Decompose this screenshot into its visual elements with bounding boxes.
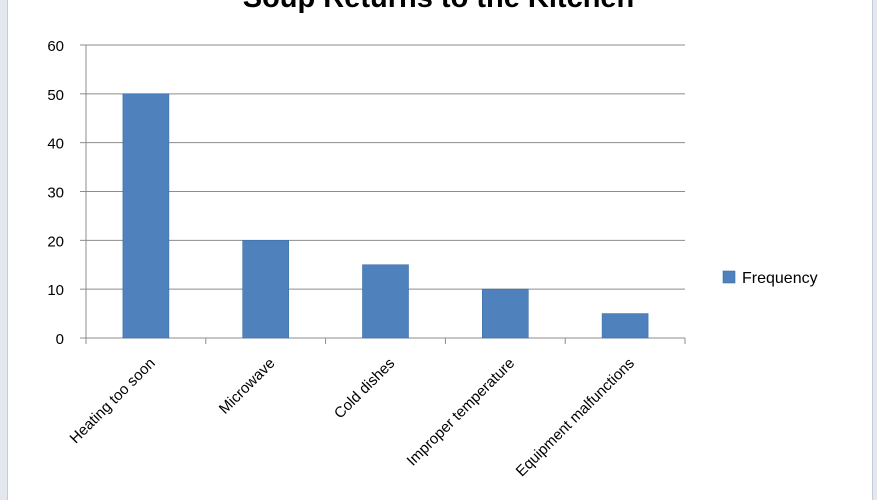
gridlines <box>86 44 685 290</box>
x-tick-label: Equipment malfunctions <box>513 355 638 480</box>
y-tick-label: 50 <box>47 87 64 104</box>
y-tick-labels: 0 10 20 30 40 50 60 <box>47 38 64 348</box>
bars <box>122 93 649 339</box>
y-tick-label: 0 <box>56 331 64 348</box>
y-tick-label: 60 <box>47 38 64 55</box>
right-border <box>872 0 877 500</box>
bar-improper-temperature <box>481 288 529 339</box>
x-tick-labels: Heating too soon Microwave Cold dishes Impr… <box>67 355 638 480</box>
x-tick-label: Cold dishes <box>331 355 398 422</box>
left-border <box>0 0 8 500</box>
legend-swatch <box>722 270 736 284</box>
y-tick-label: 20 <box>47 233 64 250</box>
legend: Frequency <box>722 270 818 287</box>
x-tick-label: Improper temperature <box>404 355 519 470</box>
y-tick-label: 30 <box>47 185 64 202</box>
y-tick-label: 10 <box>47 282 64 299</box>
bar-microwave <box>242 240 289 339</box>
chart-title: Soup Returns to the Kitchen <box>0 0 877 15</box>
y-tick-label: 40 <box>47 136 64 153</box>
x-tick-label: Heating too soon <box>67 355 159 447</box>
legend-label: Frequency <box>742 270 818 287</box>
bar-cold-dishes <box>362 264 409 339</box>
bar-heating-too-soon <box>122 93 170 339</box>
x-tick-label: Microwave <box>216 355 279 418</box>
bar-equipment-malfunctions <box>601 313 649 339</box>
